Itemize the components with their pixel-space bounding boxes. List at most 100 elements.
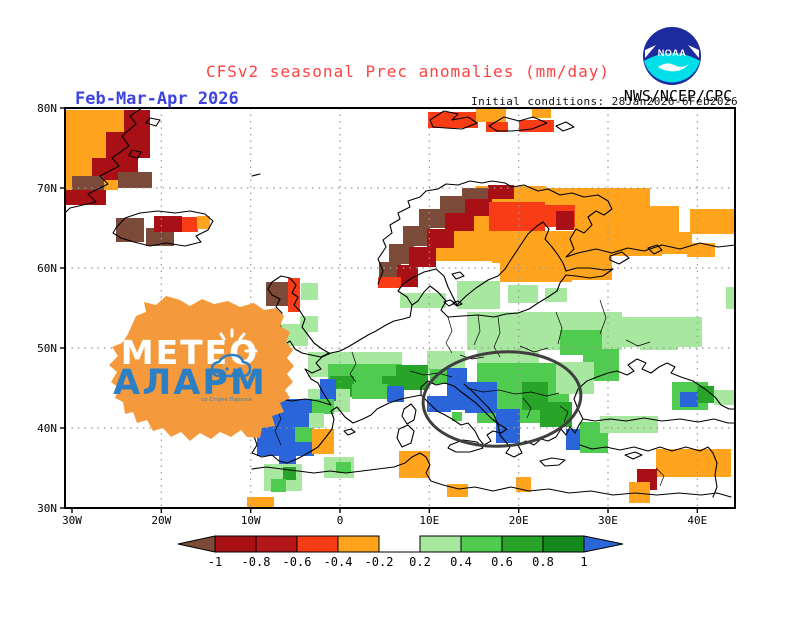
x-axis-label: 30W bbox=[62, 514, 82, 527]
anomaly-cell bbox=[726, 287, 735, 309]
anomaly-cell bbox=[508, 285, 538, 303]
anomaly-cell bbox=[72, 176, 104, 190]
y-axis-label: 60N bbox=[37, 262, 57, 275]
anomaly-cell bbox=[427, 351, 465, 373]
meteoalarm-subtext: со Стојче Пајоски bbox=[201, 397, 252, 403]
anomaly-cell bbox=[447, 484, 468, 497]
anomaly-cell bbox=[532, 109, 551, 118]
anomaly-cell bbox=[545, 188, 650, 206]
legend-segment bbox=[214, 535, 257, 553]
legend-arrow-above bbox=[583, 535, 624, 553]
anomaly-cell bbox=[409, 247, 436, 267]
coast-islands bbox=[343, 244, 663, 467]
anomaly-cell bbox=[545, 288, 567, 302]
coast-blacksea-south bbox=[582, 417, 736, 424]
anomaly-cell bbox=[271, 479, 286, 492]
anomaly-cell bbox=[566, 429, 580, 450]
anomaly-cell bbox=[247, 497, 274, 508]
anomaly-cell bbox=[680, 392, 698, 407]
legend-value: -0.4 bbox=[324, 555, 353, 569]
anomaly-cell bbox=[295, 427, 314, 442]
x-axis-label: 10W bbox=[241, 514, 261, 527]
y-axis-label: 70N bbox=[37, 182, 57, 195]
anomaly-cell bbox=[714, 390, 735, 405]
agency-label: NWS/NCEP/CPC bbox=[624, 87, 732, 105]
anomaly-cell bbox=[457, 281, 500, 309]
coast-greenland bbox=[65, 107, 143, 213]
anomaly-cell bbox=[496, 409, 520, 443]
x-axis-label: 40E bbox=[687, 514, 707, 527]
anomaly-cell bbox=[634, 206, 679, 232]
anomaly-cell bbox=[640, 333, 678, 350]
coast-balkan-greece bbox=[463, 383, 584, 458]
y-axis-label: 40N bbox=[37, 422, 57, 435]
legend-value: -0.6 bbox=[283, 555, 312, 569]
anomaly-cell bbox=[66, 190, 106, 205]
anomaly-cell bbox=[312, 399, 334, 414]
coastlines-layer bbox=[65, 107, 736, 498]
anomaly-cell bbox=[600, 416, 658, 433]
coast-baltic bbox=[397, 221, 614, 318]
legend-segment bbox=[296, 535, 339, 553]
x-axis-label: 10E bbox=[419, 514, 439, 527]
anomaly-cell bbox=[301, 283, 318, 300]
x-axis-label: 0 bbox=[337, 514, 344, 527]
meteoalarm-blob bbox=[109, 296, 294, 441]
anomaly-cell bbox=[400, 293, 446, 308]
legend-segment bbox=[255, 535, 298, 553]
anomaly-cell bbox=[427, 229, 454, 248]
anomaly-cell bbox=[288, 278, 300, 312]
anomaly-cell bbox=[662, 232, 692, 254]
anomaly-cell bbox=[488, 185, 514, 199]
anomaly-cell bbox=[309, 413, 324, 428]
anomaly-cell bbox=[146, 228, 174, 246]
anomaly-cell bbox=[403, 226, 430, 246]
anomaly-cell bbox=[378, 277, 401, 288]
anomaly-cell bbox=[500, 262, 572, 282]
coast-turkey-levant bbox=[579, 444, 718, 498]
color-scale-legend: -1 -0.8 -0.6 -0.4 -0.2 0.2 0.4 0.6 0.8 1 bbox=[177, 535, 624, 569]
chart-title: CFSv2 seasonal Prec anomalies (mm/day) bbox=[206, 62, 610, 81]
noaa-bird-icon bbox=[658, 63, 689, 72]
legend-value: 0.8 bbox=[532, 555, 554, 569]
coast-north-africa bbox=[251, 452, 732, 498]
anomaly-cell bbox=[629, 482, 650, 503]
anomaly-cell bbox=[397, 265, 418, 287]
legend-segment bbox=[501, 535, 544, 553]
anomaly-cell bbox=[182, 217, 198, 232]
anomaly-cell bbox=[389, 244, 414, 264]
anomaly-cell bbox=[116, 218, 144, 242]
anomaly-cell bbox=[687, 243, 715, 257]
legend-segment bbox=[419, 535, 462, 553]
anomaly-cell bbox=[118, 172, 152, 188]
anomaly-cell bbox=[465, 199, 492, 216]
axes-layer: 30W 20W 10W 0 10E 20E 30E 40E 80N 70N 60N 50N 40N 30N bbox=[37, 102, 707, 527]
y-axis-label: 50N bbox=[37, 342, 57, 355]
legend-segment bbox=[337, 535, 380, 553]
coast-svalbard bbox=[429, 110, 575, 132]
noaa-logo-text: NOAA bbox=[658, 48, 687, 58]
balkans-highlight-ellipse bbox=[421, 350, 583, 448]
coast-northsea-france bbox=[304, 304, 413, 406]
legend-arrow-below bbox=[177, 535, 216, 553]
anomaly-cell bbox=[352, 384, 388, 399]
anomaly-cell bbox=[486, 122, 508, 132]
legend-segment bbox=[542, 535, 585, 553]
x-axis-label: 30E bbox=[598, 514, 618, 527]
anomaly-cell bbox=[197, 216, 210, 229]
anomaly-cell bbox=[387, 386, 404, 402]
cloud-icon bbox=[210, 353, 252, 378]
sun-icon bbox=[219, 328, 258, 353]
plot-frame bbox=[64, 107, 736, 509]
coast-iceland bbox=[112, 210, 214, 247]
coast-britain bbox=[267, 275, 330, 358]
y-axis-label: 80N bbox=[37, 102, 57, 115]
legend-value: -0.8 bbox=[242, 555, 271, 569]
noaa-logo: NOAA bbox=[643, 27, 701, 85]
coast-italy bbox=[420, 380, 508, 446]
anomaly-cell bbox=[399, 451, 430, 478]
x-axis-label: 20W bbox=[151, 514, 171, 527]
anomaly-cell bbox=[266, 282, 288, 306]
coast-greenland-islets bbox=[128, 117, 261, 177]
